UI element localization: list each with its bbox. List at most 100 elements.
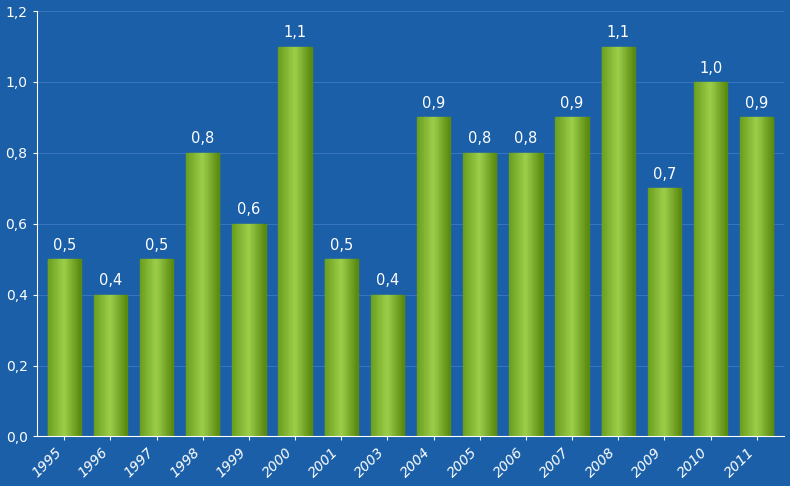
Bar [194, 153, 195, 436]
Bar [56, 259, 57, 436]
Bar [234, 224, 235, 436]
Bar [724, 82, 725, 436]
Bar [536, 153, 538, 436]
Bar [101, 295, 102, 436]
Bar [99, 295, 100, 436]
Bar [190, 153, 191, 436]
Bar [523, 153, 524, 436]
Bar [580, 118, 581, 436]
Bar [248, 224, 249, 436]
Bar [754, 118, 755, 436]
Bar [615, 47, 616, 436]
Bar [210, 153, 211, 436]
Bar [526, 153, 527, 436]
Bar [463, 153, 464, 436]
Bar [423, 118, 424, 436]
Bar [743, 118, 744, 436]
Bar [385, 295, 386, 436]
Bar [110, 295, 111, 436]
Bar [571, 118, 572, 436]
Bar [372, 295, 374, 436]
Bar [343, 259, 344, 436]
Bar [610, 47, 611, 436]
Bar [625, 47, 626, 436]
Bar [530, 153, 531, 436]
Bar [65, 259, 66, 436]
Bar [394, 295, 395, 436]
Bar [700, 82, 701, 436]
Bar [652, 188, 653, 436]
Bar [537, 153, 539, 436]
Bar [112, 295, 113, 436]
Bar [650, 188, 651, 436]
Bar [187, 153, 188, 436]
Bar [558, 118, 559, 436]
Bar [163, 259, 164, 436]
Bar [126, 295, 127, 436]
Bar [296, 47, 297, 436]
Bar [563, 118, 564, 436]
Bar [354, 259, 355, 436]
Bar [167, 259, 168, 436]
Bar [568, 118, 569, 436]
Bar [172, 259, 173, 436]
Bar [161, 259, 162, 436]
Bar [486, 153, 487, 436]
Bar [285, 47, 286, 436]
Bar [709, 82, 711, 436]
Bar [283, 47, 284, 436]
Bar [477, 153, 478, 436]
Bar [572, 118, 573, 436]
Bar [311, 47, 312, 436]
Bar [160, 259, 161, 436]
Bar [487, 153, 488, 436]
Bar [435, 118, 436, 436]
Bar [433, 118, 434, 436]
Bar [293, 47, 295, 436]
Bar [465, 153, 467, 436]
Bar [383, 295, 384, 436]
Bar [251, 224, 252, 436]
Bar [431, 118, 432, 436]
Bar [80, 259, 81, 436]
Bar [191, 153, 192, 436]
Bar [721, 82, 722, 436]
Bar [475, 153, 476, 436]
Bar [74, 259, 75, 436]
Bar [760, 118, 761, 436]
Bar [304, 47, 305, 436]
Bar [398, 295, 399, 436]
Bar [238, 224, 239, 436]
Bar [342, 259, 343, 436]
Bar [402, 295, 403, 436]
Bar [665, 188, 666, 436]
Text: 0,8: 0,8 [191, 131, 214, 146]
Bar [425, 118, 426, 436]
Bar [104, 295, 106, 436]
Bar [73, 259, 74, 436]
Bar [355, 259, 356, 436]
Bar [111, 295, 112, 436]
Text: 0,8: 0,8 [468, 131, 491, 146]
Bar [699, 82, 700, 436]
Bar [120, 295, 122, 436]
Bar [203, 153, 204, 436]
Bar [706, 82, 707, 436]
Bar [649, 188, 650, 436]
Bar [516, 153, 517, 436]
Bar [375, 295, 376, 436]
Bar [105, 295, 107, 436]
Bar [252, 224, 253, 436]
Bar [170, 259, 171, 436]
Bar [303, 47, 304, 436]
Bar [714, 82, 715, 436]
Bar [704, 82, 705, 436]
Bar [669, 188, 670, 436]
Bar [469, 153, 470, 436]
Bar [143, 259, 145, 436]
Bar [306, 47, 307, 436]
Bar [335, 259, 336, 436]
Bar [157, 259, 158, 436]
Bar [715, 82, 716, 436]
Bar [237, 224, 238, 436]
